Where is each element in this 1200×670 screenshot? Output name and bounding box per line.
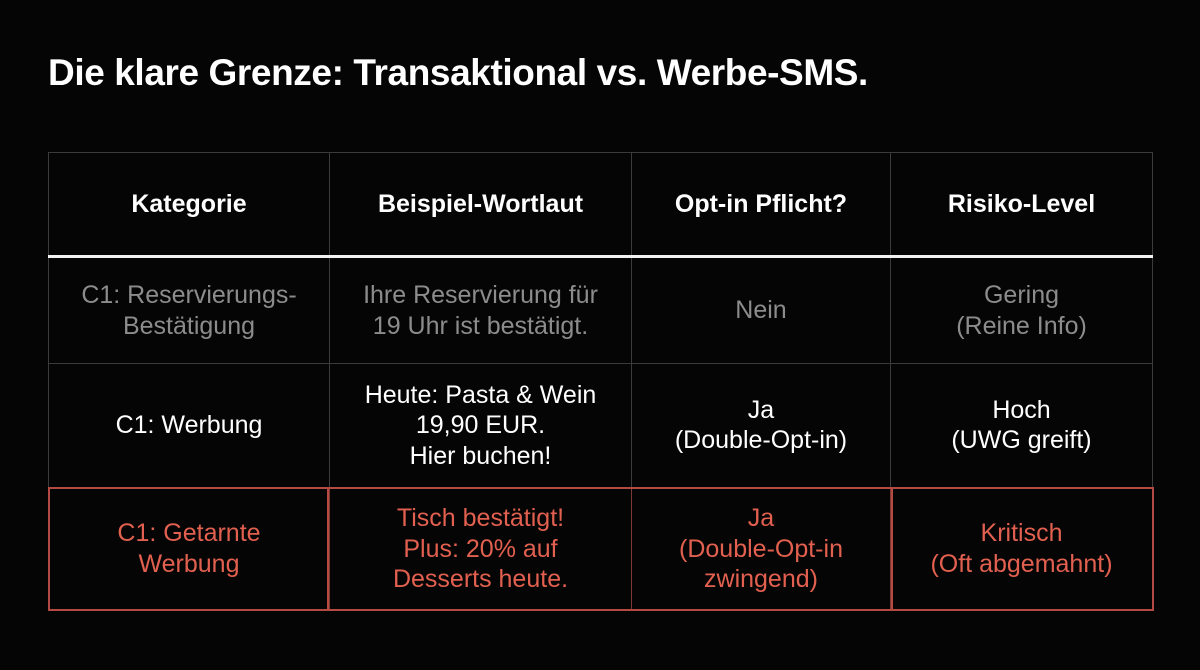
cell-line: (UWG greift) <box>951 426 1092 455</box>
comparison-table: Kategorie Beispiel-Wortlaut Opt-in Pflic… <box>47 152 1154 611</box>
table-body: C1: Reservierungs- Bestätigung Ihre Rese… <box>47 256 1154 611</box>
cell-line: Gering <box>983 281 1060 309</box>
cell-line: Hier buchen! <box>409 441 552 470</box>
cell-line: C1: Reservierungs- <box>81 281 297 309</box>
cell-kategorie: C1: Getarnte Werbung <box>48 487 330 610</box>
cell-wortlaut: Heute: Pasta & Wein 19,90 EUR. Hier buch… <box>329 363 632 488</box>
cell-wortlaut: Tisch bestätigt! Plus: 20% auf Desserts … <box>329 487 632 610</box>
cell-line: Tisch bestätigt! <box>396 504 565 532</box>
table-row: C1: Werbung Heute: Pasta & Wein 19,90 EU… <box>48 363 1153 488</box>
column-header-kategorie: Kategorie <box>48 152 330 257</box>
cell-line: C1: Getarnte <box>117 519 261 548</box>
cell-line: Ja <box>747 504 775 532</box>
column-header-wortlaut: Beispiel-Wortlaut <box>329 152 632 257</box>
cell-optin: Ja (Double-Opt-in) <box>631 363 891 488</box>
page-title: Die klare Grenze: Transaktional vs. Werb… <box>48 52 868 93</box>
cell-line: Bestätigung <box>122 311 256 340</box>
cell-line: Desserts heute. <box>392 565 569 593</box>
cell-line: Hoch <box>992 395 1051 424</box>
cell-line: (Reine Info) <box>956 311 1087 340</box>
cell-line: Nein <box>735 296 787 325</box>
cell-line: Ihre Reservierung für <box>363 281 598 309</box>
cell-line: (Double-Opt-in) <box>674 426 848 455</box>
cell-kategorie: C1: Werbung <box>48 363 330 488</box>
cell-line: Werbung <box>138 549 240 578</box>
table-header: Kategorie Beispiel-Wortlaut Opt-in Pflic… <box>48 152 1153 257</box>
table-row-highlighted: C1: Getarnte Werbung Tisch bestätigt! Pl… <box>47 486 1154 611</box>
cell-line: Plus: 20% auf <box>403 534 558 563</box>
cell-optin: Ja (Double-Opt-in zwingend) <box>631 487 891 610</box>
table-header-row: Kategorie Beispiel-Wortlaut Opt-in Pflic… <box>48 152 1153 257</box>
table-row: C1: Reservierungs- Bestätigung Ihre Rese… <box>48 256 1153 364</box>
cell-risiko: Gering (Reine Info) <box>891 257 1153 364</box>
cell-line: Kritisch <box>980 519 1063 548</box>
cell-kategorie: C1: Reservierungs- Bestätigung <box>48 256 330 364</box>
cell-line: Heute: Pasta & Wein <box>364 380 597 409</box>
cell-optin: Nein <box>631 256 891 364</box>
cell-risiko: Kritisch (Oft abgemahnt) <box>891 488 1153 610</box>
cell-risiko: Hoch (UWG greift) <box>891 364 1153 488</box>
column-header-risiko: Risiko-Level <box>947 189 1096 218</box>
cell-line: (Oft abgemahnt) <box>930 549 1113 578</box>
cell-line: C1: Werbung <box>115 411 263 439</box>
cell-line: 19 Uhr ist bestätigt. <box>372 311 589 340</box>
cell-line: (Double-Opt-in <box>679 534 843 563</box>
cell-wortlaut: Ihre Reservierung für 19 Uhr ist bestäti… <box>329 256 632 364</box>
cell-line: zwingend) <box>704 565 818 593</box>
column-header-optin: Opt-in Pflicht? <box>631 152 891 257</box>
cell-line: 19,90 EUR. <box>415 411 546 439</box>
cell-line: Ja <box>747 395 775 424</box>
